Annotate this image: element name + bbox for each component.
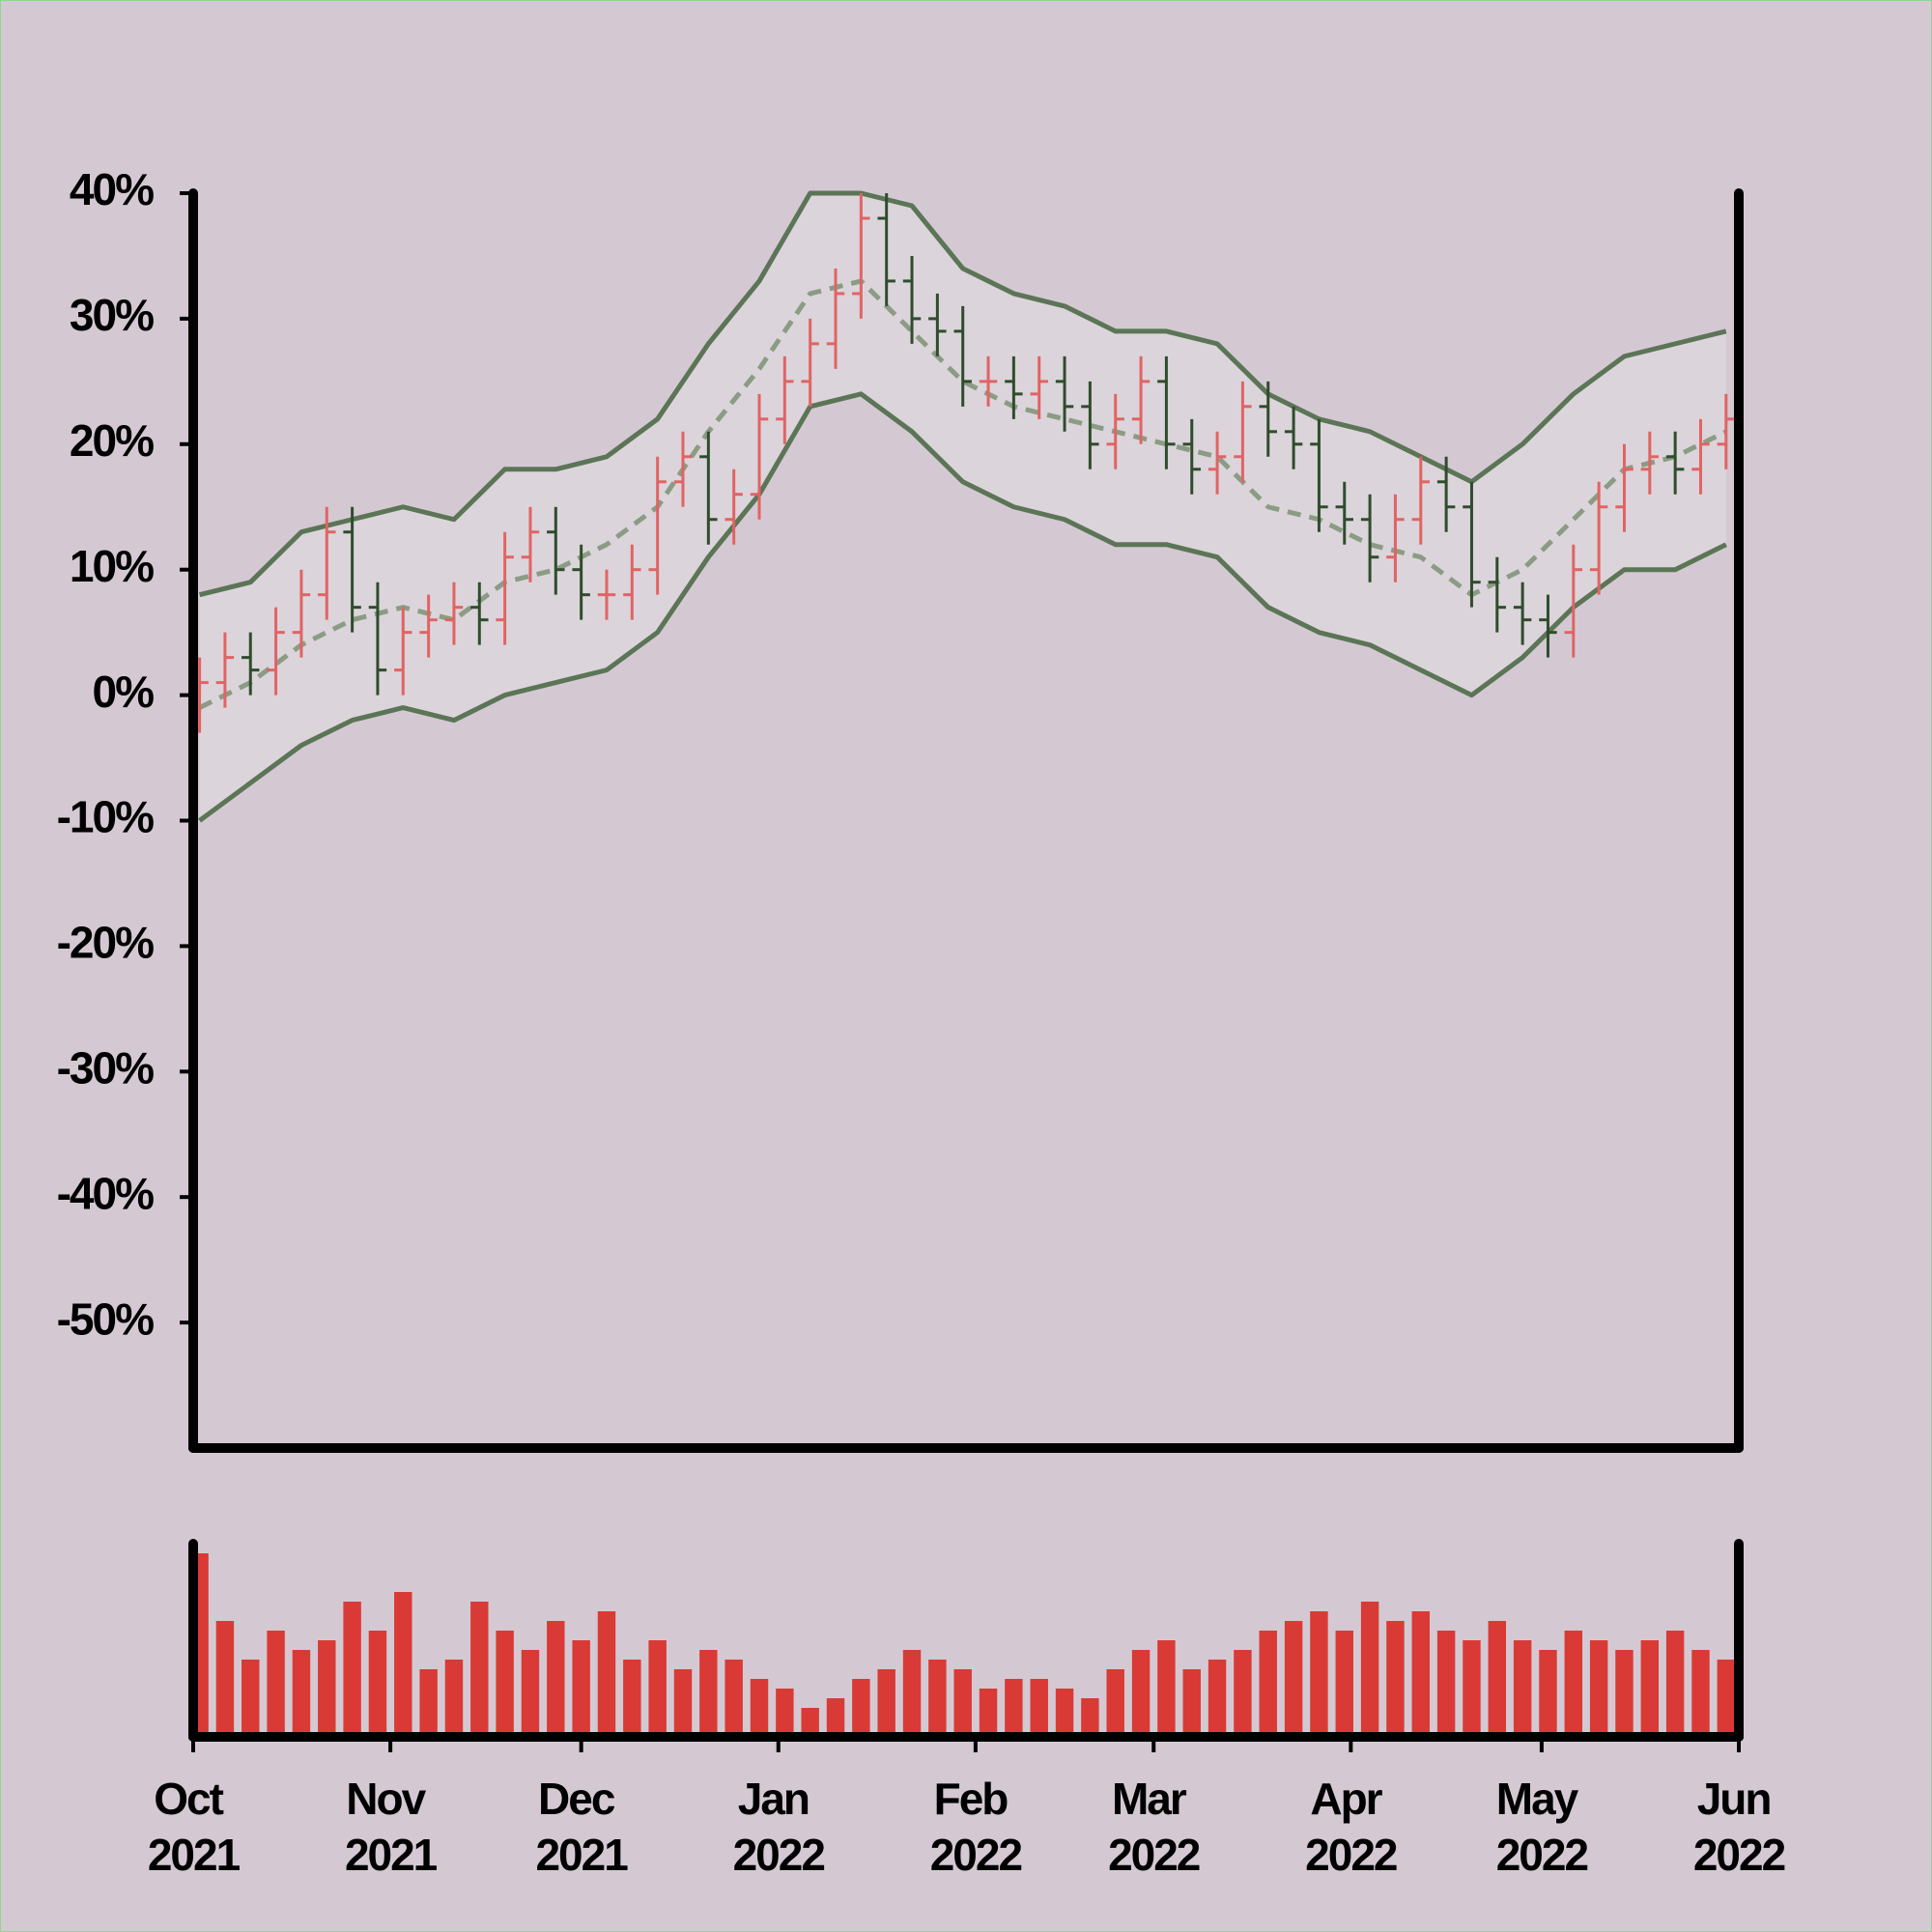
volume-bar — [1284, 1621, 1303, 1737]
volume-bar — [1539, 1650, 1557, 1737]
volume-bar — [292, 1650, 311, 1737]
volume-bar — [215, 1621, 235, 1737]
x-tick-label: Dec 2021 — [535, 1774, 628, 1880]
y-tick-label: -40% — [57, 1168, 154, 1218]
x-tick-label: Nov 2021 — [345, 1774, 438, 1880]
volume-bar — [776, 1689, 794, 1737]
x-tick-label: Jan 2022 — [733, 1774, 825, 1880]
y-tick-label: -20% — [57, 918, 154, 968]
volume-bar — [801, 1708, 819, 1737]
volume-bar — [1513, 1640, 1532, 1737]
volume-bar — [1589, 1640, 1608, 1737]
y-tick-label: 10% — [70, 541, 154, 591]
volume-bar — [394, 1592, 412, 1737]
volume-bar — [852, 1679, 870, 1737]
volume-bar — [1640, 1640, 1660, 1737]
volume-bar — [1055, 1689, 1074, 1737]
band-fill — [199, 193, 1726, 821]
volume-bar — [1665, 1631, 1685, 1737]
volume-bar — [1106, 1669, 1124, 1737]
volume-bar — [1234, 1650, 1252, 1737]
volume-bar — [1615, 1650, 1634, 1737]
volume-bar — [1717, 1660, 1736, 1737]
y-tick-label: -30% — [57, 1042, 154, 1093]
volume-bar — [1335, 1631, 1353, 1737]
volume-bar — [547, 1621, 565, 1737]
volume-bar — [928, 1660, 947, 1737]
volume-bar — [1208, 1660, 1227, 1737]
volume-bar — [648, 1640, 667, 1737]
volume-bar — [1360, 1602, 1379, 1737]
volume-bar — [1259, 1631, 1277, 1737]
y-tick-label: 20% — [70, 415, 154, 466]
y-tick-label: -50% — [57, 1293, 154, 1344]
volume-bar — [1411, 1611, 1430, 1737]
volume-bar — [1386, 1621, 1405, 1737]
volume-bar — [572, 1640, 590, 1737]
volume-bar — [623, 1660, 641, 1737]
volume-bar — [877, 1669, 895, 1737]
volume-bar — [1081, 1698, 1099, 1737]
volume-bar — [1182, 1669, 1201, 1737]
lower-band — [198, 391, 1727, 823]
volume-bar — [318, 1640, 336, 1737]
x-tick-label: Feb 2022 — [930, 1774, 1022, 1880]
volume-bar — [1030, 1679, 1048, 1737]
x-tick-label: Mar 2022 — [1108, 1774, 1200, 1880]
volume-bar — [1310, 1611, 1328, 1737]
y-tick-label: -10% — [57, 792, 154, 842]
volume-bar — [1488, 1621, 1507, 1737]
y-tick-label: 0% — [93, 667, 155, 717]
volume-bar — [444, 1660, 464, 1737]
volume-bar — [343, 1602, 361, 1737]
volume-bar — [267, 1631, 285, 1737]
volume-bar — [826, 1698, 845, 1737]
volume-bar — [368, 1631, 387, 1737]
volume-bar — [979, 1689, 998, 1737]
volume-bar — [521, 1650, 540, 1737]
volume-bar — [750, 1679, 769, 1737]
x-tick-label: Apr 2022 — [1305, 1774, 1397, 1880]
volume-bar — [902, 1650, 922, 1737]
y-tick-label: 30% — [70, 290, 154, 340]
x-tick-label: May 2022 — [1496, 1774, 1588, 1880]
volume-bar — [242, 1660, 260, 1737]
y-tick-label: 40% — [70, 164, 154, 214]
x-tick-label: Oct 2021 — [148, 1774, 241, 1880]
volume-bar — [597, 1611, 616, 1737]
volume-bar — [1005, 1679, 1023, 1737]
volume-bar — [1436, 1631, 1456, 1737]
volume-bar — [724, 1660, 743, 1737]
volume-bar — [470, 1602, 489, 1737]
x-tick-label: Jun 2022 — [1693, 1774, 1785, 1880]
volume-bar — [1564, 1631, 1583, 1737]
volume-bar — [1157, 1640, 1176, 1737]
volume-bar — [1691, 1650, 1710, 1737]
volume-bar — [1131, 1650, 1151, 1737]
volume-bar — [699, 1650, 718, 1737]
volume-bar — [673, 1669, 693, 1737]
volume-bar — [496, 1631, 514, 1737]
volume-bar — [953, 1669, 972, 1737]
volume-bar — [1463, 1640, 1481, 1737]
volume-bar — [419, 1669, 438, 1737]
